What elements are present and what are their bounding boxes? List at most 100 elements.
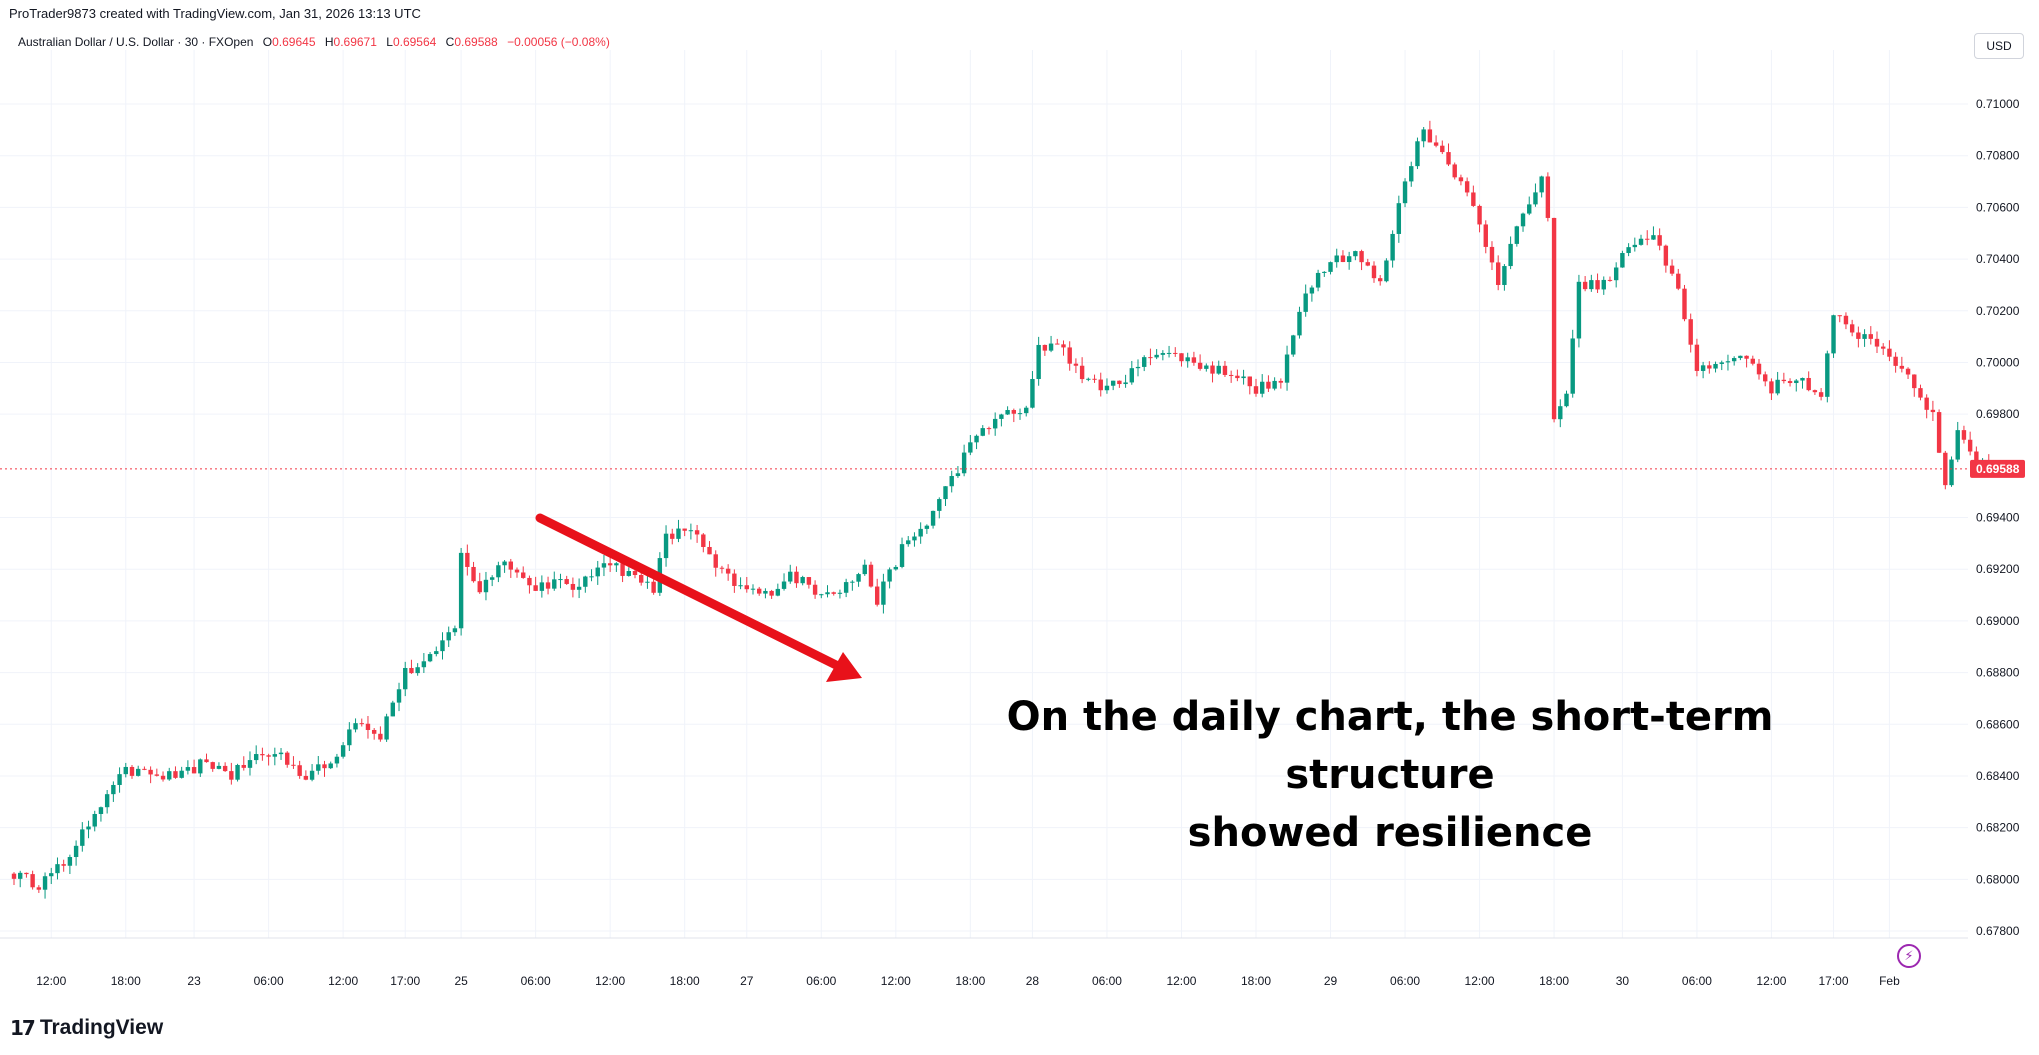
candle-body — [73, 845, 79, 858]
candle-body — [1495, 262, 1501, 285]
candle-body — [1676, 273, 1681, 289]
chart-grid — [0, 50, 1968, 938]
candle-body — [881, 581, 886, 605]
candle-body — [179, 770, 184, 778]
candle-body — [92, 813, 97, 827]
candle-body — [1613, 267, 1619, 281]
candle-body — [11, 873, 17, 879]
currency-button[interactable]: USD — [1974, 33, 2024, 59]
candle-body — [1787, 381, 1793, 384]
candle-body — [1725, 361, 1731, 363]
tradingview-logo[interactable]: 17 TradingView — [10, 1016, 163, 1040]
candle-body — [403, 667, 408, 690]
candle-body — [123, 766, 128, 775]
candle-body — [539, 582, 545, 591]
candle-body — [241, 764, 246, 768]
candle-body — [1197, 362, 1203, 369]
time-tick-label: 06:00 — [1092, 974, 1122, 988]
candle-body — [49, 873, 54, 877]
candle-body — [738, 585, 743, 587]
candle-body — [1831, 315, 1836, 354]
time-tick-label: 12:00 — [1465, 974, 1495, 988]
candle-body — [1110, 380, 1116, 386]
candle-body — [18, 872, 23, 879]
lightning-bolt-icon[interactable]: ⚡ — [1897, 944, 1921, 968]
candle-body — [1378, 278, 1383, 282]
symbol-name[interactable]: Australian Dollar / U.S. Dollar · 30 · F… — [18, 35, 254, 49]
price-tick-label: 0.70400 — [1976, 252, 2020, 266]
candle-body — [514, 569, 520, 573]
candle-body — [1806, 377, 1811, 391]
candle-body — [260, 754, 265, 756]
time-tick-label: 12:00 — [328, 974, 358, 988]
candle-body — [427, 654, 433, 662]
candle-body — [918, 528, 923, 537]
candle-body — [1694, 344, 1700, 371]
candle-body — [775, 588, 781, 596]
candle-body — [80, 829, 85, 846]
candle-body — [533, 585, 538, 591]
candle-body — [1005, 410, 1010, 415]
candle-body — [614, 563, 619, 566]
candle-body — [1440, 145, 1445, 153]
candle-body — [440, 640, 445, 652]
candle-body — [887, 569, 892, 582]
candle-body — [347, 729, 352, 746]
candle-body — [340, 745, 346, 757]
candle-body — [148, 769, 153, 775]
candle-body — [688, 530, 694, 532]
time-tick-label: 27 — [740, 974, 754, 988]
candle-body — [353, 723, 358, 730]
candle-body — [1843, 315, 1849, 325]
candle-body — [819, 594, 824, 596]
chart-annotation: On the daily chart, the short-term struc… — [900, 688, 1880, 862]
candle-body — [253, 754, 259, 761]
price-tick-label: 0.70600 — [1976, 200, 2020, 214]
candle-body — [1160, 353, 1166, 355]
candle-body — [961, 452, 967, 474]
candle-body — [117, 774, 122, 785]
candle-body — [185, 767, 191, 771]
candle-body — [191, 767, 197, 774]
candle-body — [222, 765, 228, 772]
time-tick-label: 23 — [187, 974, 201, 988]
candle-body — [136, 768, 141, 776]
candle-body — [757, 588, 762, 594]
time-tick-label: 29 — [1324, 974, 1338, 988]
candle-body — [322, 764, 327, 769]
candle-body — [1452, 164, 1457, 178]
candle-body — [61, 864, 66, 866]
time-axis[interactable]: 12:00 18:00 23 06:00 12:00 17:00 25 06:00 12:00 1… — [36, 974, 1900, 988]
candle-body — [1582, 281, 1588, 290]
candle-body — [1048, 343, 1054, 351]
candle-body — [1818, 392, 1824, 397]
candle-body — [924, 525, 930, 529]
candle-body — [55, 864, 60, 874]
candle-body — [210, 762, 215, 769]
candle-body — [477, 581, 482, 593]
candle-body — [800, 577, 805, 584]
candle-body — [651, 581, 656, 593]
candle-body — [999, 414, 1004, 419]
candle-body — [626, 571, 631, 576]
candle-body — [595, 567, 600, 577]
price-tick-label: 0.69800 — [1976, 407, 2020, 421]
chart-credit: ProTrader9873 created with TradingView.c… — [9, 6, 421, 21]
time-tick-label: 12:00 — [36, 974, 66, 988]
candle-body — [1471, 192, 1476, 206]
candle-body — [930, 510, 936, 526]
candle-body — [285, 752, 290, 765]
price-tick-label: 0.68000 — [1976, 872, 2020, 886]
time-tick-label: 06:00 — [1390, 974, 1420, 988]
candle-body — [1595, 280, 1600, 290]
candle-body — [1936, 412, 1942, 453]
candle-body — [527, 577, 532, 586]
candle-body — [1719, 362, 1724, 364]
candle-body — [434, 651, 439, 655]
candle-body — [1371, 265, 1377, 279]
candle-body — [1030, 378, 1035, 408]
candle-body — [1961, 430, 1967, 440]
candle-body — [1657, 235, 1662, 246]
price-axis[interactable]: 0.71000 0.70800 0.70600 0.70400 0.70200 0.700… — [1976, 97, 2020, 938]
